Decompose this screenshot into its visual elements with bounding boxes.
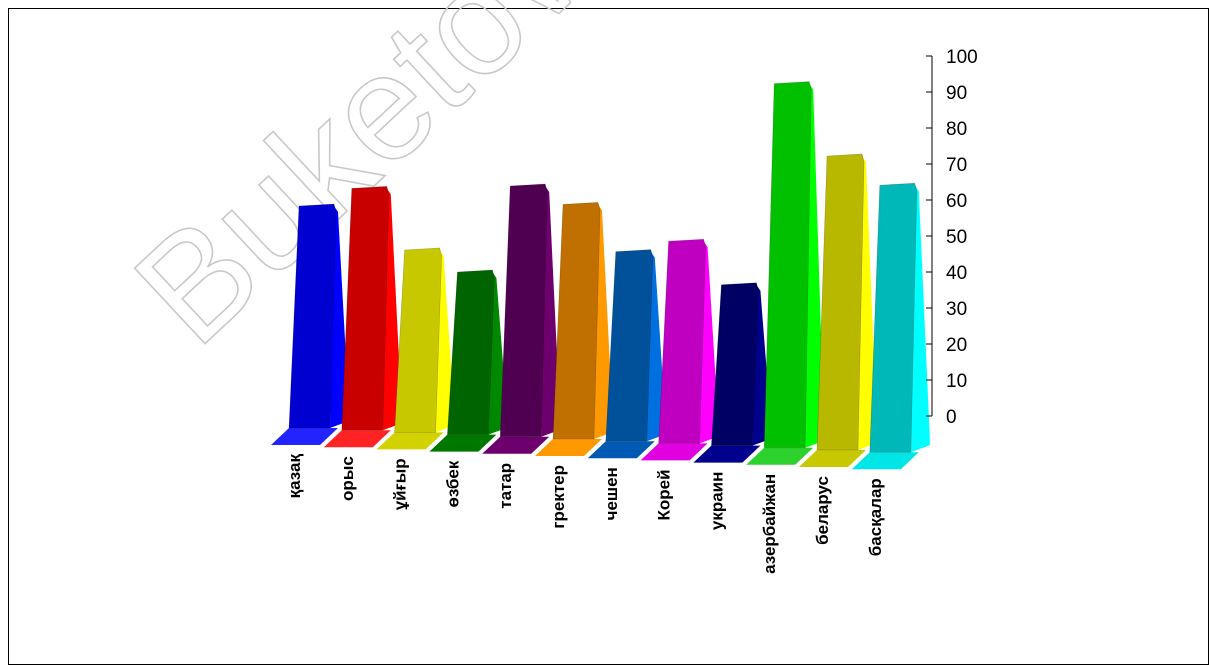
bar-front	[499, 183, 548, 438]
x-tick-label: гректер	[549, 465, 568, 529]
bar-front	[763, 81, 812, 449]
bar-base	[746, 447, 814, 465]
bar-side	[699, 241, 719, 444]
bar	[640, 238, 719, 461]
bar-base	[429, 434, 497, 452]
y-tick-label: 100	[946, 47, 978, 68]
y-tick-label: 0	[946, 407, 957, 428]
x-tick-label: азербайжан	[760, 474, 779, 574]
bar	[535, 202, 613, 456]
bar-front	[552, 202, 601, 440]
bar	[587, 249, 666, 459]
bar-side	[594, 204, 613, 439]
bar-front	[658, 238, 706, 444]
bar-side	[646, 251, 666, 442]
y-axis: 0 10 20 30 40 50 60 70 80 90 100	[926, 47, 978, 428]
bar-front	[288, 203, 337, 429]
x-tick-label: қазақ	[285, 454, 304, 499]
bar-front	[447, 269, 495, 435]
bar-front	[711, 282, 759, 446]
y-tick-label: 80	[946, 119, 967, 140]
bar-front	[816, 153, 865, 451]
bar-side	[382, 188, 402, 431]
bar	[271, 203, 349, 445]
x-tick-label: орыс	[338, 456, 357, 501]
x-axis-labels: қазақ орыс ұйғыр өзбек татар гректер чешен Коре…	[285, 454, 885, 574]
bar	[746, 81, 825, 465]
bar-base	[535, 439, 602, 456]
bar-side	[435, 250, 455, 433]
y-tick-label: 10	[946, 371, 967, 392]
bar	[851, 182, 930, 470]
bar-base	[640, 443, 708, 461]
bar-base	[271, 428, 338, 445]
y-tick-label: 30	[946, 299, 967, 320]
bar-side	[910, 185, 930, 453]
x-tick-label: чешен	[602, 467, 621, 520]
bar	[799, 153, 877, 467]
y-tick-label: 90	[946, 83, 967, 104]
bar	[323, 186, 402, 448]
bar-base	[799, 450, 866, 467]
bar-side	[858, 156, 877, 450]
bar-base	[587, 441, 655, 459]
y-tick-label: 50	[946, 227, 967, 248]
bar-base	[376, 432, 444, 450]
bar	[376, 247, 455, 450]
x-tick-label: украин	[707, 472, 726, 531]
y-tick-label: 20	[946, 335, 967, 356]
bar-base	[323, 430, 391, 448]
bar-side	[541, 186, 561, 437]
x-tick-label: беларус	[813, 476, 832, 545]
bar-front	[341, 186, 390, 431]
bar-front	[869, 182, 918, 453]
x-tick-label: Корей	[655, 469, 674, 520]
x-tick-label: басқалар	[866, 478, 885, 556]
bar-base	[482, 436, 550, 454]
bar-front	[605, 249, 654, 442]
x-tick-label: ұйғыр	[391, 458, 410, 510]
bar-front	[394, 247, 442, 433]
bar-side	[805, 83, 825, 448]
y-tick-label: 40	[946, 263, 967, 284]
bar-base	[851, 452, 919, 470]
bars-group	[271, 81, 930, 470]
x-tick-label: өзбек	[443, 460, 462, 507]
bar	[482, 183, 561, 454]
y-tick-label: 70	[946, 155, 967, 176]
y-tick-label: 60	[946, 191, 967, 212]
x-tick-label: татар	[496, 463, 515, 509]
bar-base	[693, 445, 761, 463]
